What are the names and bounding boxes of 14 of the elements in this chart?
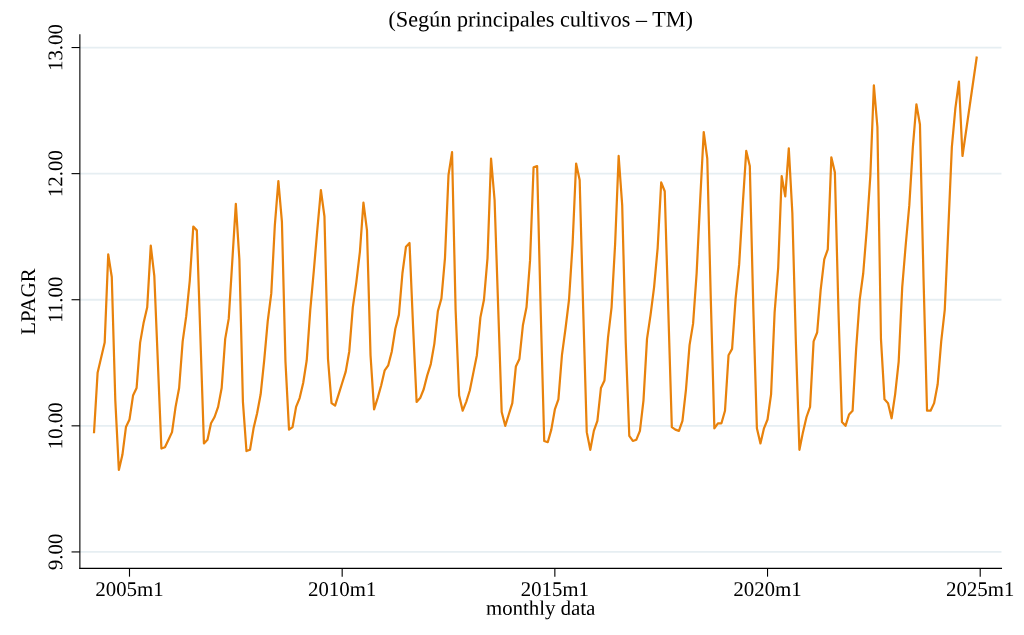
y-axis-title: LPAGR [21, 268, 36, 335]
y-tick-label: 9.00 [48, 534, 63, 570]
y-tick-label: 10.00 [48, 403, 63, 448]
line-series [92, 56, 978, 472]
chart-subtitle: (Según principales cultivos – TM) [389, 11, 692, 32]
x-tick-label: 2010m1 [308, 582, 376, 597]
y-tick-label: 11.00 [48, 277, 63, 321]
x-tick-label: 2025m1 [946, 582, 1014, 597]
x-axis-title: monthly data [486, 600, 596, 620]
x-tick-label: 2005m1 [96, 582, 163, 597]
x-tick-label: 2015m1 [521, 582, 588, 597]
x-tick-label: 2020m1 [734, 582, 801, 597]
y-tick-label: 13.00 [48, 24, 63, 70]
y-tick-label: 12.00 [48, 150, 63, 196]
